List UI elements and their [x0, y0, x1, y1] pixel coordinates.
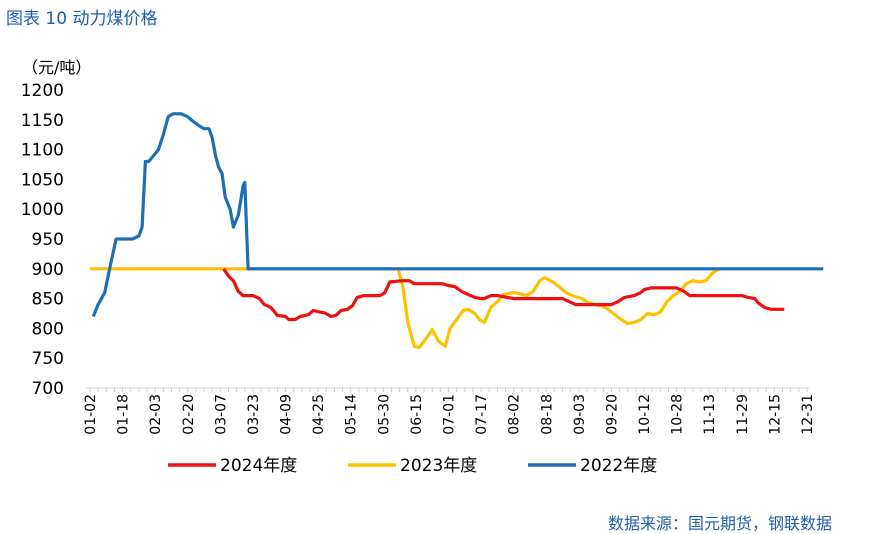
y-tick-label: 900	[32, 260, 64, 280]
x-tick-label: 01-18	[116, 394, 132, 435]
x-tick-label: 10-28	[670, 394, 686, 435]
x-tick-label: 09-03	[572, 394, 588, 435]
x-tick-label: 11-13	[702, 394, 718, 435]
x-tick-label: 12-31	[800, 394, 816, 435]
x-tick-label: 03-23	[246, 394, 262, 435]
y-unit-label: （元/吨）	[22, 58, 91, 77]
legend-entry: 2024年度	[168, 456, 297, 476]
x-tick-label: 02-03	[148, 394, 164, 435]
legend-entry: 2022年度	[528, 456, 657, 476]
x-tick-label: 04-09	[279, 394, 295, 435]
series-line-2	[91, 112, 824, 318]
series-line-1	[90, 267, 720, 350]
x-tick-label: 04-25	[311, 394, 327, 435]
y-tick-label: 1200	[21, 81, 64, 101]
y-tick-label: 1050	[21, 170, 64, 190]
y-tick-label: 950	[32, 230, 64, 250]
x-tick-label: 10-12	[637, 394, 653, 435]
x-tick-label: 01-02	[83, 394, 99, 435]
y-axis: 1200 1150 1100 1050 1000 950 900 850 800 750 700	[21, 81, 64, 399]
series-line-0	[222, 267, 785, 322]
y-tick-label: 750	[32, 349, 64, 369]
x-tick-label: 07-01	[442, 394, 458, 435]
y-tick-label: 800	[32, 319, 64, 339]
y-tick-label: 1100	[21, 141, 64, 161]
figure-title: 图表 10 动力煤价格	[6, 9, 158, 29]
legend-entry: 2023年度	[348, 456, 477, 476]
y-tick-label: 700	[32, 379, 64, 399]
legend-label: 2024年度	[220, 456, 297, 476]
x-tick-label: 05-30	[376, 394, 392, 435]
x-tick-label: 06-15	[409, 394, 425, 435]
x-tick-label: 11-29	[735, 394, 751, 435]
x-tick-label: 08-18	[539, 394, 555, 435]
legend: 2024年度 2023年度 2022年度	[168, 456, 657, 476]
y-tick-label: 850	[32, 290, 64, 310]
x-tick-label: 05-14	[344, 394, 360, 435]
x-tick-label: 02-20	[181, 394, 197, 435]
x-tick-label: 07-17	[474, 394, 490, 435]
x-tick-label: 12-15	[767, 394, 783, 435]
legend-label: 2023年度	[400, 456, 477, 476]
x-tick-label: 09-20	[604, 394, 620, 435]
y-tick-label: 1150	[21, 111, 64, 131]
legend-label: 2022年度	[580, 456, 657, 476]
y-tick-label: 1000	[21, 200, 64, 220]
series-lines	[90, 112, 824, 350]
x-tick-label: 08-02	[507, 394, 523, 435]
data-source: 数据来源：国元期货，钢联数据	[608, 514, 833, 533]
x-axis: 01-02 01-18 02-03 02-20 03-07 03-23 04-09 04-25…	[83, 387, 816, 435]
x-tick-label: 03-07	[213, 394, 229, 435]
